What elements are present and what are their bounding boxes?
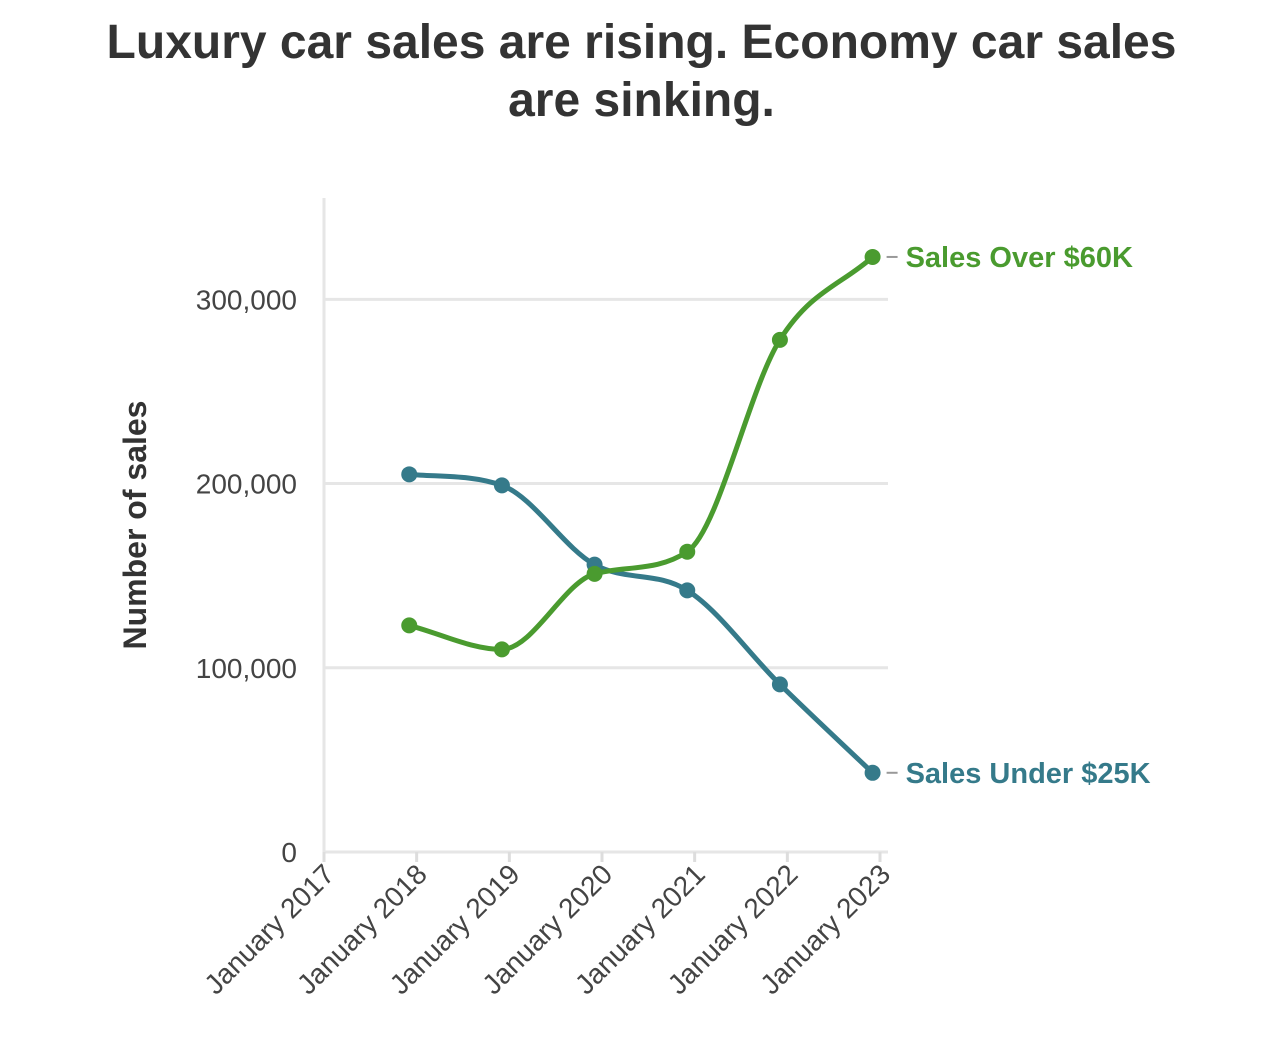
series-label-sales-under-25k: Sales Under $25K	[906, 758, 1151, 790]
series-label-sales-over-60k: Sales Over $60K	[906, 242, 1133, 274]
series-lines	[401, 248, 881, 781]
data-point-sales-under-25k	[401, 466, 418, 483]
data-point-sales-over-60k	[401, 617, 418, 634]
data-point-sales-under-25k	[864, 764, 881, 781]
data-point-sales-over-60k	[586, 565, 603, 582]
y-tick-label: 100,000	[196, 653, 297, 684]
data-point-sales-under-25k	[771, 676, 788, 693]
y-tick-label: 200,000	[196, 469, 297, 500]
data-point-sales-over-60k	[679, 543, 696, 560]
data-point-sales-under-25k	[679, 582, 696, 599]
data-point-sales-over-60k	[864, 248, 881, 265]
chart-title: Luxury car sales are rising. Economy car…	[106, 16, 1177, 127]
data-point-sales-over-60k	[493, 641, 510, 658]
series-labels: Sales Under $25K Sales Over $60K	[886, 242, 1151, 790]
y-axis-title: Number of sales	[117, 401, 153, 650]
gridlines	[324, 297, 888, 670]
y-tick-label: 300,000	[196, 284, 297, 315]
y-tick-label: 0	[281, 837, 297, 868]
series-line-sales-under-25k	[406, 471, 876, 776]
data-point-sales-under-25k	[493, 477, 510, 494]
series-line-sales-over-60k	[406, 254, 876, 652]
data-point-sales-over-60k	[771, 331, 788, 348]
